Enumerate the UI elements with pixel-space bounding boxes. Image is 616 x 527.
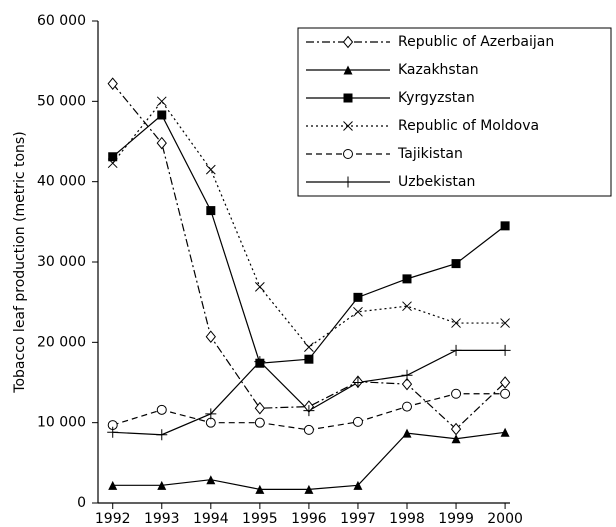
y-tick-label: 50 000 bbox=[37, 93, 86, 109]
marker bbox=[206, 206, 216, 216]
legend-label: Kazakhstan bbox=[398, 62, 479, 78]
marker bbox=[156, 96, 167, 107]
legend-marker bbox=[343, 93, 353, 103]
marker bbox=[500, 318, 510, 328]
marker bbox=[402, 428, 412, 438]
legend-marker bbox=[343, 121, 353, 131]
marker bbox=[450, 344, 462, 356]
marker bbox=[451, 388, 462, 399]
marker bbox=[156, 429, 168, 441]
marker bbox=[304, 342, 314, 353]
marker bbox=[500, 427, 510, 437]
y-tick-label: 40 000 bbox=[37, 174, 86, 190]
marker bbox=[255, 282, 265, 292]
marker bbox=[108, 480, 118, 490]
marker bbox=[402, 301, 412, 312]
y-tick-label: 30 000 bbox=[37, 254, 86, 270]
marker bbox=[205, 164, 216, 175]
marker bbox=[304, 354, 314, 364]
marker bbox=[255, 484, 265, 494]
marker bbox=[451, 259, 461, 269]
x-tick-label: 1997 bbox=[340, 511, 376, 527]
marker bbox=[157, 110, 167, 120]
x-tick-label: 1992 bbox=[95, 511, 131, 527]
y-axis-label: Tobacco leaf production (metric tons) bbox=[12, 131, 28, 393]
marker bbox=[205, 417, 216, 428]
marker bbox=[254, 417, 265, 428]
marker bbox=[206, 475, 216, 485]
y-tick-label: 60 000 bbox=[37, 13, 86, 29]
legend-label: Republic of Azerbaijan bbox=[398, 34, 554, 50]
x-tick-label: 1996 bbox=[291, 511, 327, 527]
marker bbox=[353, 480, 363, 490]
marker bbox=[107, 158, 118, 169]
series-line bbox=[112, 431, 506, 490]
marker bbox=[157, 480, 167, 490]
legend-label: Republic of Moldova bbox=[398, 118, 539, 134]
marker bbox=[353, 306, 363, 317]
marker bbox=[205, 408, 217, 420]
marker bbox=[107, 426, 119, 438]
marker bbox=[450, 422, 462, 436]
legend-marker bbox=[342, 35, 354, 49]
marker bbox=[402, 274, 412, 284]
legend-box bbox=[297, 27, 612, 197]
marker bbox=[401, 377, 413, 391]
marker bbox=[352, 377, 364, 388]
y-tick-label: 0 bbox=[77, 495, 86, 511]
x-tick-label: 1995 bbox=[242, 511, 278, 527]
marker bbox=[451, 434, 461, 444]
marker bbox=[352, 416, 363, 427]
y-tick-label: 10 000 bbox=[37, 415, 86, 431]
marker bbox=[303, 405, 315, 417]
marker bbox=[303, 424, 314, 435]
legend-marker bbox=[342, 176, 354, 188]
marker bbox=[107, 77, 118, 90]
marker bbox=[451, 318, 461, 328]
marker bbox=[401, 369, 413, 381]
marker bbox=[499, 376, 511, 389]
legend-label: Tajikistan bbox=[397, 146, 463, 162]
marker bbox=[402, 401, 412, 412]
marker bbox=[156, 404, 167, 415]
x-tick-label: 2000 bbox=[487, 511, 523, 527]
legend-marker bbox=[343, 65, 353, 75]
marker bbox=[205, 330, 216, 343]
x-tick-label: 1993 bbox=[144, 511, 180, 527]
x-tick-label: 1998 bbox=[389, 511, 425, 527]
marker bbox=[304, 484, 314, 494]
legend-label: Uzbekistan bbox=[398, 174, 475, 190]
y-tick-label: 20 000 bbox=[37, 334, 86, 350]
legend-marker bbox=[343, 149, 353, 159]
marker bbox=[108, 152, 118, 162]
marker bbox=[500, 221, 510, 231]
marker bbox=[499, 344, 511, 356]
marker bbox=[254, 401, 266, 415]
series-line bbox=[112, 100, 506, 348]
legend-label: Kyrgyzstan bbox=[398, 90, 475, 106]
marker bbox=[156, 136, 167, 150]
marker bbox=[254, 356, 266, 368]
x-tick-label: 1994 bbox=[193, 511, 229, 527]
marker bbox=[353, 292, 363, 302]
x-tick-label: 1999 bbox=[438, 511, 474, 527]
marker bbox=[500, 388, 511, 399]
